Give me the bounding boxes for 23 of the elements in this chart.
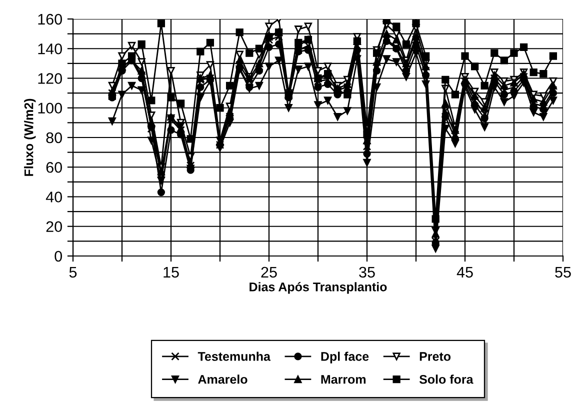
y-tick-label: 80 — [46, 132, 62, 144]
y-tick-label: 60 — [46, 162, 62, 173]
x-tick-label: 35 — [359, 266, 375, 278]
x-axis-title: Dias Após Transplantio — [250, 282, 387, 294]
x-tick-label: 25 — [261, 266, 277, 278]
y-tick-label: 120 — [38, 73, 62, 84]
legend-label: Solo fora — [419, 374, 474, 384]
y-tick-label: 0 — [54, 250, 62, 262]
x-tick-label: 55 — [555, 266, 571, 278]
y-tick-label: 40 — [46, 192, 62, 202]
legend-label: Amarelo — [198, 374, 248, 384]
y-tick-label: 100 — [38, 102, 62, 114]
y-axis-title: Fluxo (W/m2) — [24, 98, 36, 176]
x-tick-label: 15 — [164, 266, 179, 278]
y-tick-label: 160 — [38, 14, 62, 25]
legend-label: Dpl face — [321, 352, 369, 364]
y-tick-label: 140 — [38, 43, 62, 54]
x-tick-label: 45 — [456, 266, 473, 278]
legend-label: Preto — [420, 352, 451, 361]
y-tick-label: 20 — [46, 221, 62, 232]
x-tick-label: 5 — [69, 266, 77, 278]
legend-label: Testemunha — [198, 352, 271, 361]
legend-label: Marrom — [321, 375, 366, 384]
